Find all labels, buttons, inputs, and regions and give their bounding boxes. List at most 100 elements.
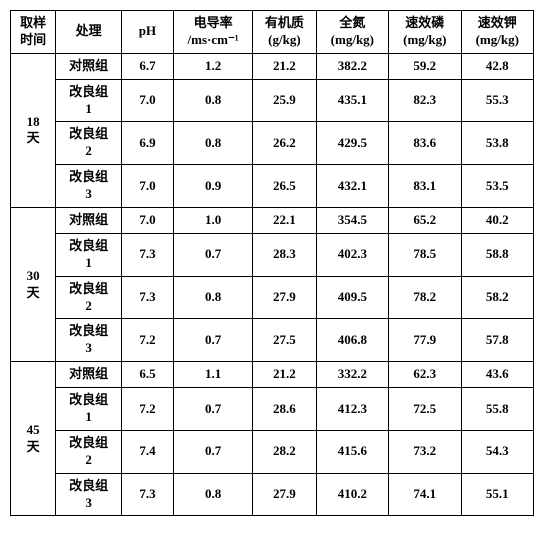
time-cell: 45天 bbox=[11, 362, 56, 516]
group-cell: 对照组 bbox=[56, 53, 122, 79]
ak-cell: 40.2 bbox=[461, 208, 534, 234]
ap-cell: 77.9 bbox=[389, 319, 461, 362]
tn-cell: 382.2 bbox=[316, 53, 388, 79]
ph-cell: 7.4 bbox=[121, 430, 173, 473]
om-cell: 22.1 bbox=[253, 208, 316, 234]
ap-cell: 73.2 bbox=[389, 430, 461, 473]
tn-cell: 402.3 bbox=[316, 233, 388, 276]
table-row: 18天对照组6.71.221.2382.259.242.8 bbox=[11, 53, 534, 79]
ak-cell: 57.8 bbox=[461, 319, 534, 362]
ap-cell: 78.5 bbox=[389, 233, 461, 276]
table-row: 30天对照组7.01.022.1354.565.240.2 bbox=[11, 208, 534, 234]
tn-cell: 410.2 bbox=[316, 473, 388, 516]
table-row: 45天对照组6.51.121.2332.262.343.6 bbox=[11, 362, 534, 388]
group-cell: 改良组1 bbox=[56, 388, 122, 431]
ec-cell: 0.8 bbox=[174, 79, 253, 122]
header-ak: 速效钾(mg/kg) bbox=[461, 11, 534, 54]
table-row: 改良组17.30.728.3402.378.558.8 bbox=[11, 233, 534, 276]
tn-cell: 435.1 bbox=[316, 79, 388, 122]
ap-cell: 78.2 bbox=[389, 276, 461, 319]
group-cell: 改良组1 bbox=[56, 233, 122, 276]
soil-data-table: 取样时间 处理 pH 电导率/ms·cm⁻¹ 有机质(g/kg) 全氮(mg/k… bbox=[10, 10, 534, 516]
ec-cell: 1.1 bbox=[174, 362, 253, 388]
ak-cell: 53.5 bbox=[461, 165, 534, 208]
ak-cell: 58.8 bbox=[461, 233, 534, 276]
header-tn: 全氮(mg/kg) bbox=[316, 11, 388, 54]
om-cell: 27.9 bbox=[253, 473, 316, 516]
ph-cell: 7.3 bbox=[121, 473, 173, 516]
ap-cell: 72.5 bbox=[389, 388, 461, 431]
om-cell: 28.6 bbox=[253, 388, 316, 431]
ec-cell: 0.7 bbox=[174, 233, 253, 276]
ak-cell: 42.8 bbox=[461, 53, 534, 79]
table-row: 改良组17.00.825.9435.182.355.3 bbox=[11, 79, 534, 122]
time-cell: 18天 bbox=[11, 53, 56, 207]
tn-cell: 412.3 bbox=[316, 388, 388, 431]
tn-cell: 432.1 bbox=[316, 165, 388, 208]
table-row: 改良组27.30.827.9409.578.258.2 bbox=[11, 276, 534, 319]
ak-cell: 53.8 bbox=[461, 122, 534, 165]
ap-cell: 65.2 bbox=[389, 208, 461, 234]
om-cell: 26.5 bbox=[253, 165, 316, 208]
ph-cell: 7.3 bbox=[121, 233, 173, 276]
table-row: 改良组17.20.728.6412.372.555.8 bbox=[11, 388, 534, 431]
ec-cell: 0.8 bbox=[174, 122, 253, 165]
om-cell: 26.2 bbox=[253, 122, 316, 165]
ph-cell: 7.3 bbox=[121, 276, 173, 319]
ph-cell: 7.0 bbox=[121, 165, 173, 208]
tn-cell: 415.6 bbox=[316, 430, 388, 473]
ph-cell: 7.2 bbox=[121, 319, 173, 362]
ph-cell: 7.0 bbox=[121, 208, 173, 234]
tn-cell: 354.5 bbox=[316, 208, 388, 234]
om-cell: 28.2 bbox=[253, 430, 316, 473]
ak-cell: 58.2 bbox=[461, 276, 534, 319]
ec-cell: 0.7 bbox=[174, 319, 253, 362]
group-cell: 改良组2 bbox=[56, 276, 122, 319]
ec-cell: 0.9 bbox=[174, 165, 253, 208]
om-cell: 27.5 bbox=[253, 319, 316, 362]
ec-cell: 0.8 bbox=[174, 276, 253, 319]
om-cell: 21.2 bbox=[253, 53, 316, 79]
tn-cell: 429.5 bbox=[316, 122, 388, 165]
table-row: 改良组37.00.926.5432.183.153.5 bbox=[11, 165, 534, 208]
header-group: 处理 bbox=[56, 11, 122, 54]
table-row: 改良组27.40.728.2415.673.254.3 bbox=[11, 430, 534, 473]
header-ec: 电导率/ms·cm⁻¹ bbox=[174, 11, 253, 54]
tn-cell: 406.8 bbox=[316, 319, 388, 362]
header-ph: pH bbox=[121, 11, 173, 54]
ap-cell: 74.1 bbox=[389, 473, 461, 516]
tn-cell: 332.2 bbox=[316, 362, 388, 388]
group-cell: 改良组2 bbox=[56, 122, 122, 165]
ec-cell: 0.7 bbox=[174, 430, 253, 473]
ph-cell: 6.7 bbox=[121, 53, 173, 79]
om-cell: 25.9 bbox=[253, 79, 316, 122]
ap-cell: 83.6 bbox=[389, 122, 461, 165]
group-cell: 改良组1 bbox=[56, 79, 122, 122]
ec-cell: 0.8 bbox=[174, 473, 253, 516]
header-row: 取样时间 处理 pH 电导率/ms·cm⁻¹ 有机质(g/kg) 全氮(mg/k… bbox=[11, 11, 534, 54]
group-cell: 改良组3 bbox=[56, 319, 122, 362]
table-row: 改良组37.20.727.5406.877.957.8 bbox=[11, 319, 534, 362]
ec-cell: 0.7 bbox=[174, 388, 253, 431]
header-ap: 速效磷(mg/kg) bbox=[389, 11, 461, 54]
group-cell: 改良组3 bbox=[56, 473, 122, 516]
ak-cell: 55.1 bbox=[461, 473, 534, 516]
ph-cell: 6.9 bbox=[121, 122, 173, 165]
group-cell: 改良组3 bbox=[56, 165, 122, 208]
time-cell: 30天 bbox=[11, 208, 56, 362]
ap-cell: 82.3 bbox=[389, 79, 461, 122]
table-body: 18天对照组6.71.221.2382.259.242.8改良组17.00.82… bbox=[11, 53, 534, 516]
tn-cell: 409.5 bbox=[316, 276, 388, 319]
ak-cell: 55.3 bbox=[461, 79, 534, 122]
ak-cell: 43.6 bbox=[461, 362, 534, 388]
ph-cell: 7.0 bbox=[121, 79, 173, 122]
ap-cell: 83.1 bbox=[389, 165, 461, 208]
ec-cell: 1.2 bbox=[174, 53, 253, 79]
group-cell: 对照组 bbox=[56, 208, 122, 234]
om-cell: 28.3 bbox=[253, 233, 316, 276]
ak-cell: 55.8 bbox=[461, 388, 534, 431]
ph-cell: 7.2 bbox=[121, 388, 173, 431]
ap-cell: 62.3 bbox=[389, 362, 461, 388]
header-om: 有机质(g/kg) bbox=[253, 11, 316, 54]
table-row: 改良组26.90.826.2429.583.653.8 bbox=[11, 122, 534, 165]
